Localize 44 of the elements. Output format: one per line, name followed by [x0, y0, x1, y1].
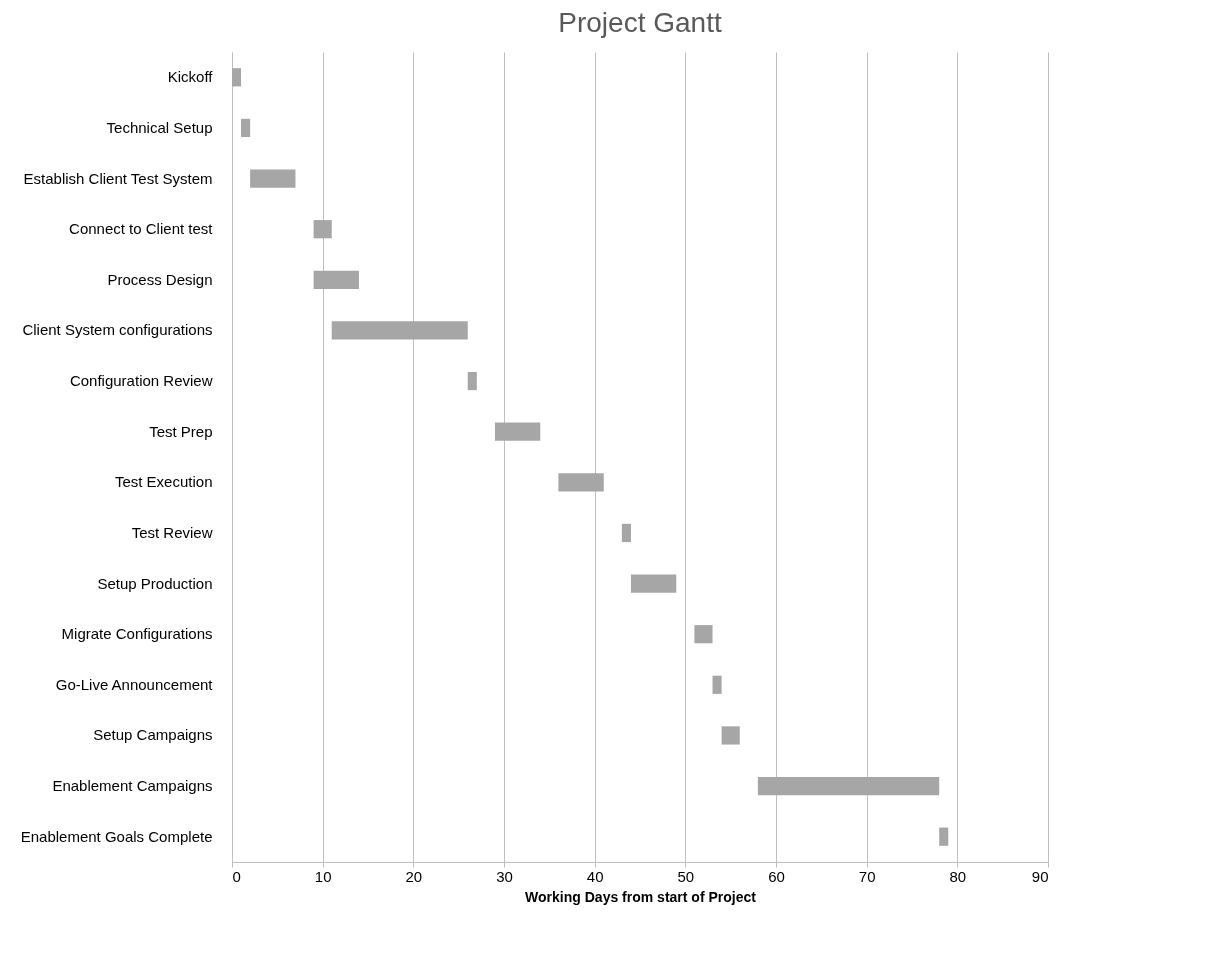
x-tick-label: 70 — [858, 867, 876, 885]
y-tick-label: Process Design — [107, 270, 213, 288]
y-tick-label: Configuration Review — [69, 372, 213, 390]
y-tick-label: Test Prep — [149, 422, 213, 440]
x-tick-label: 30 — [496, 867, 513, 885]
x-tick-label: 80 — [949, 867, 967, 885]
bar — [757, 776, 940, 796]
bar — [494, 422, 541, 441]
x-tick-label: 40 — [586, 867, 604, 885]
bar — [721, 726, 740, 745]
bar — [558, 473, 604, 492]
y-tick-label: Enablement Campaigns — [52, 777, 213, 795]
y-tick-label: Test Review — [131, 523, 213, 541]
bar — [313, 220, 332, 239]
x-tick-label: 0 — [232, 867, 241, 885]
y-tick-label: Connect to Client test — [69, 220, 214, 238]
x-tick-label: 90 — [1031, 867, 1049, 885]
y-tick-label: Setup Production — [97, 574, 213, 592]
y-tick-label: Setup Campaigns — [93, 726, 213, 744]
bar — [621, 523, 631, 543]
bar — [331, 321, 468, 340]
y-tick-label: Migrate Configurations — [61, 625, 213, 643]
y-tick-label: Enablement Goals Complete — [20, 827, 213, 845]
bar — [939, 827, 949, 846]
chart-title: Project Gantt — [558, 7, 722, 38]
x-tick-label: 60 — [768, 867, 785, 885]
bar — [250, 169, 296, 188]
y-tick-label: Go-Live Announcement — [55, 675, 214, 693]
x-tick-label: 10 — [314, 867, 332, 885]
x-tick-label: 50 — [677, 867, 695, 885]
y-tick-label: Kickoff — [167, 68, 214, 86]
bar — [694, 625, 713, 644]
bar — [232, 68, 242, 87]
bar — [630, 574, 677, 593]
bar — [467, 371, 477, 391]
bar — [313, 270, 359, 289]
y-tick-label: Test Execution — [114, 473, 213, 491]
bar — [712, 675, 722, 694]
x-axis-title: Working Days from start of Project — [525, 888, 757, 905]
bar — [241, 118, 251, 138]
x-tick-label: 20 — [405, 867, 423, 885]
y-tick-label: Client System configurations — [22, 321, 213, 339]
y-tick-label: Technical Setup — [106, 118, 213, 136]
y-tick-label: Establish Client Test System — [23, 169, 213, 187]
